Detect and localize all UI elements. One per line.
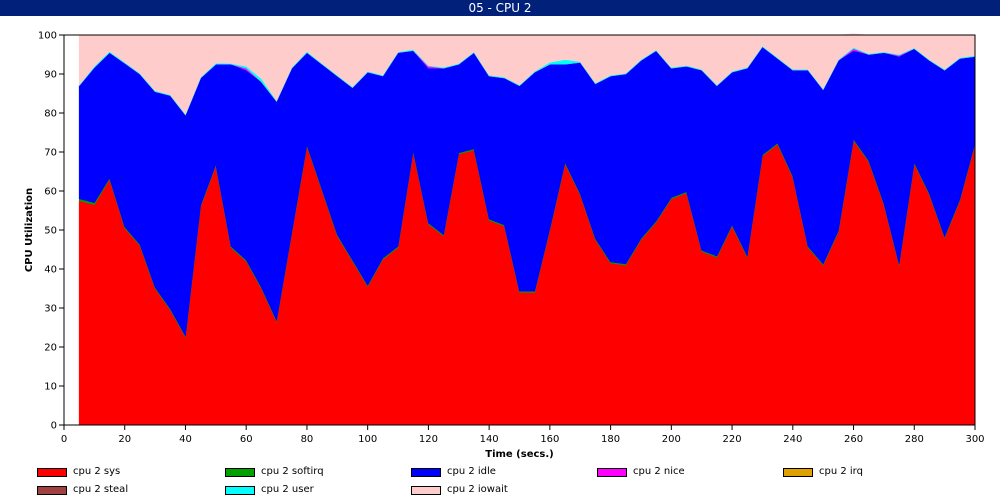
legend-item: cpu 2 irq: [783, 466, 863, 478]
legend-item: cpu 2 idle: [411, 466, 496, 478]
x-tick-label: 140: [480, 434, 499, 445]
legend-swatch: [411, 467, 441, 477]
y-tick-label: 80: [44, 109, 57, 120]
x-tick-label: 60: [240, 434, 253, 445]
legend-item: cpu 2 nice: [597, 466, 685, 478]
legend-item: cpu 2 softirq: [225, 466, 324, 478]
x-axis-title: Time (secs.): [485, 449, 554, 460]
y-tick-label: 70: [44, 148, 57, 159]
legend-swatch: [225, 485, 255, 495]
x-tick-label: 160: [540, 434, 559, 445]
x-tick-label: 260: [844, 434, 863, 445]
y-tick-label: 40: [44, 265, 57, 276]
x-axis-ticks: 0 20 40 60 80 100 120 140 160 180 200 220 240 260 280 3…: [61, 425, 985, 445]
x-tick-label: 240: [783, 434, 802, 445]
cpu-utilization-chart: 0 10 20 30 40 50 60 70 80 90 100 0 20 40 60 80 100 120 14…: [24, 31, 985, 461]
y-axis-title: CPU Utilization: [24, 188, 35, 272]
x-tick-label: 40: [179, 434, 192, 445]
y-tick-label: 10: [44, 382, 57, 393]
x-tick-label: 180: [601, 434, 620, 445]
legend-label: cpu 2 steal: [73, 484, 129, 495]
legend-label: cpu 2 sys: [73, 466, 121, 477]
y-tick-label: 90: [44, 70, 57, 81]
x-tick-label: 280: [905, 434, 924, 445]
x-tick-label: 100: [358, 434, 377, 445]
legend-label: cpu 2 iowait: [447, 484, 508, 495]
y-tick-label: 60: [44, 187, 57, 198]
legend-label: cpu 2 idle: [447, 466, 496, 477]
legend-item: cpu 2 steal: [37, 484, 128, 496]
x-tick-label: 80: [301, 434, 314, 445]
stacked-area-layers: [78, 33, 976, 426]
y-tick-label: 50: [44, 226, 57, 237]
y-tick-label: 100: [38, 31, 57, 42]
y-tick-label: 20: [44, 343, 57, 354]
legend-swatch: [597, 467, 627, 477]
x-tick-label: 120: [419, 434, 438, 445]
y-tick-label: 30: [44, 304, 57, 315]
legend-swatch: [37, 467, 67, 477]
legend-swatch: [411, 485, 441, 495]
y-tick-label: 0: [51, 421, 57, 432]
x-tick-label: 220: [723, 434, 742, 445]
legend-item: cpu 2 user: [225, 484, 314, 496]
legend-swatch: [37, 485, 67, 495]
legend-label: cpu 2 nice: [633, 466, 685, 477]
legend-swatch: [225, 467, 255, 477]
y-axis-ticks: 0 10 20 30 40 50 60 70 80 90 100: [38, 31, 64, 432]
legend-item: cpu 2 iowait: [411, 484, 508, 496]
legend-item: cpu 2 sys: [37, 466, 120, 478]
x-tick-label: 300: [965, 434, 984, 445]
legend-swatch: [783, 467, 813, 477]
legend-label: cpu 2 softirq: [261, 466, 324, 477]
legend-label: cpu 2 irq: [819, 466, 863, 477]
x-tick-label: 0: [61, 434, 67, 445]
chart-window-title: 05 - CPU 2: [0, 0, 1000, 16]
x-tick-label: 200: [662, 434, 681, 445]
x-tick-label: 20: [118, 434, 131, 445]
legend-label: cpu 2 user: [261, 484, 314, 495]
chart-legend: cpu 2 sys cpu 2 softirq cpu 2 idle cpu 2 ni…: [0, 462, 1000, 504]
